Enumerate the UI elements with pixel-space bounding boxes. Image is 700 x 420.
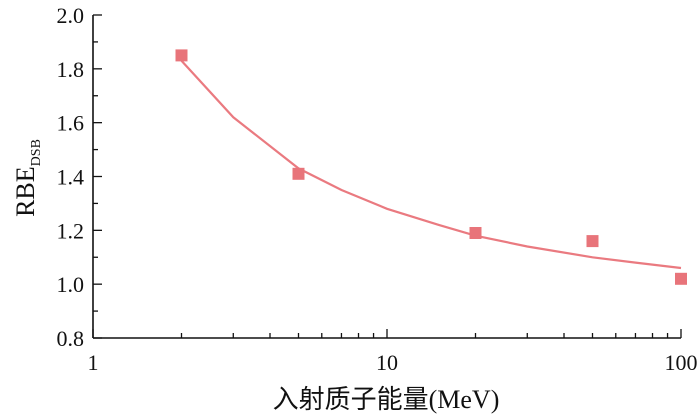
y-tick-label: 2.0	[57, 3, 85, 28]
y-tick-label: 1.4	[57, 165, 85, 190]
y-axis-label-group: RBEDSB	[11, 139, 44, 217]
data-points	[175, 49, 687, 285]
y-axis-label-main: RBE	[11, 166, 40, 217]
y-tick-label: 1.2	[57, 218, 85, 243]
x-axis-label: 入射质子能量(MeV)	[273, 385, 500, 414]
data-point	[175, 49, 188, 62]
axes	[92, 15, 681, 339]
y-axis-label: RBEDSB	[11, 139, 44, 217]
tick-labels: 0.8 1.0 1.2 1.4 1.6 1.8 2.0 1 10 100	[57, 3, 698, 375]
x-tick-label: 100	[665, 350, 698, 375]
y-tick-label: 1.0	[57, 272, 85, 297]
data-point	[586, 235, 599, 248]
data-point	[675, 272, 687, 285]
data-point	[469, 227, 482, 239]
y-tick-label: 1.8	[57, 57, 85, 82]
x-tick-label: 10	[376, 350, 398, 375]
y-tick-label: 1.6	[57, 111, 85, 136]
y-axis-label-subscript: DSB	[29, 139, 44, 166]
fit-curve	[180, 60, 682, 270]
y-tick-label: 0.8	[57, 326, 85, 351]
data-point	[292, 167, 305, 180]
ticks	[92, 14, 682, 339]
x-tick-label: 1	[88, 350, 99, 375]
